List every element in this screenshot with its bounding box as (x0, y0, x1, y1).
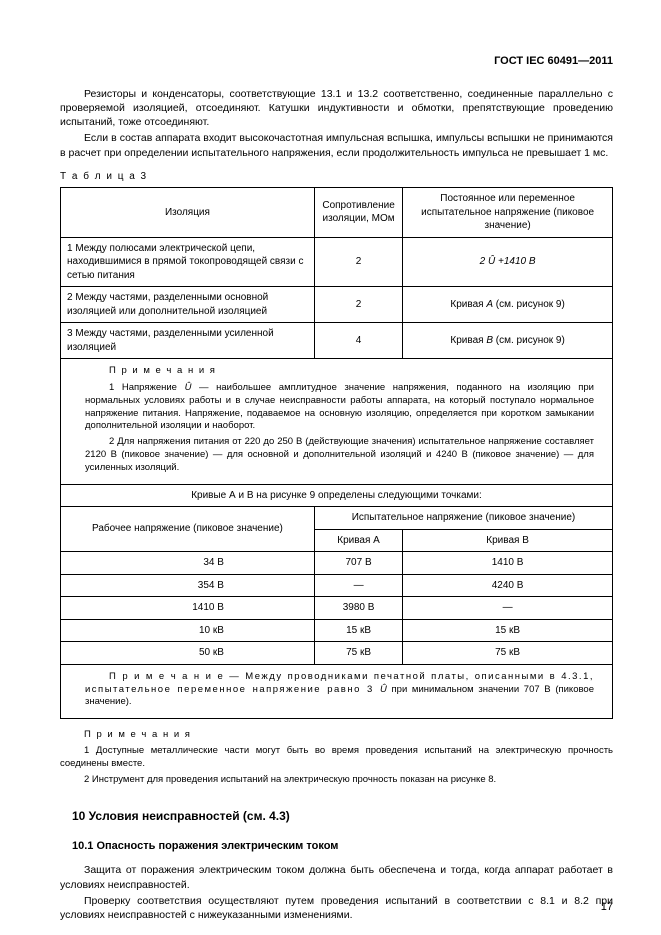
page-number: 17 (601, 900, 613, 915)
cell-curve-a: 15 кВ (314, 619, 402, 642)
table-row: 2 Между частями, разделенными основной и… (61, 287, 613, 323)
subtable-header-right: Испытательное напряжение (пиковое значен… (314, 507, 612, 530)
post-notes-heading: П р и м е ч а н и я (60, 729, 613, 742)
notes-heading: П р и м е ч а н и я (85, 365, 594, 378)
table3: Изоляция Сопротивление изоляции, МОм Пос… (60, 187, 613, 719)
table-row: 354 В — 4240 В (61, 574, 613, 597)
section-10-title: 10 Условия неисправностей (см. 4.3) (60, 808, 613, 824)
curves-caption-row: Кривые А и В на рисунке 9 определены сле… (61, 484, 613, 507)
subtable-header-a: Кривая А (314, 529, 402, 552)
subtable-header-left: Рабочее напряжение (пиковое значение) (61, 507, 315, 552)
section-10-1-title: 10.1 Опасность поражения электрическим т… (60, 839, 613, 854)
cell-curve-b: 75 кВ (403, 642, 613, 665)
table-row: 1410 В 3980 В — (61, 597, 613, 620)
page-container: ГОСТ IEC 60491—2011 Резисторы и конденса… (0, 0, 661, 935)
table3-label: Т а б л и ц а 3 (60, 170, 613, 184)
table3-header-col1: Изоляция (61, 188, 315, 238)
section-10-1-p2: Проверку соответствия осуществляют путем… (60, 894, 613, 922)
cell-curve-b: 15 кВ (403, 619, 613, 642)
intro-paragraph-1: Резисторы и конденсаторы, соответствующи… (60, 87, 613, 130)
cell-curve-a: 707 В (314, 552, 402, 575)
post-table-notes: П р и м е ч а н и я 1 Доступные металлич… (60, 729, 613, 786)
table-row: 1 Между полюсами электрической цепи, нах… (61, 237, 613, 287)
post-note-2: 2 Инструмент для проведения испытаний на… (60, 774, 613, 787)
table3-notes: П р и м е ч а н и я 1 Напряжение Û — наи… (61, 359, 613, 485)
table-row: 3 Между частями, разделенными усиленной … (61, 323, 613, 359)
subtable-header-b: Кривая В (403, 529, 613, 552)
cell-curve-a: — (314, 574, 402, 597)
subtable-header-row1: Рабочее напряжение (пиковое значение) Ис… (61, 507, 613, 530)
note-1: 1 Напряжение Û — наибольшее амплитудное … (85, 382, 594, 433)
curves-caption: Кривые А и В на рисунке 9 определены сле… (61, 484, 613, 507)
cell-working-voltage: 10 кВ (61, 619, 315, 642)
table-row: 10 кВ 15 кВ 15 кВ (61, 619, 613, 642)
table3-header-col3: Постоянное или переменное испытательное … (403, 188, 613, 238)
cell-working-voltage: 50 кВ (61, 642, 315, 665)
cell-working-voltage: 354 В (61, 574, 315, 597)
cell-curve-a: 75 кВ (314, 642, 402, 665)
cell-resistance: 4 (314, 323, 402, 359)
cell-curve-a: 3980 В (314, 597, 402, 620)
intro-paragraph-2: Если в состав аппарата входит высокочаст… (60, 131, 613, 159)
table3-footnote: П р и м е ч а н и е — Между проводниками… (61, 664, 613, 718)
table-row: 34 В 707 В 1410 В (61, 552, 613, 575)
cell-curve-b: 1410 В (403, 552, 613, 575)
cell-isolation: 2 Между частями, разделенными основной и… (61, 287, 315, 323)
cell-voltage: Кривая В (см. рисунок 9) (403, 323, 613, 359)
cell-isolation: 1 Между полюсами электрической цепи, нах… (61, 237, 315, 287)
table3-header-row: Изоляция Сопротивление изоляции, МОм Пос… (61, 188, 613, 238)
cell-curve-b: 4240 В (403, 574, 613, 597)
cell-working-voltage: 34 В (61, 552, 315, 575)
cell-curve-b: — (403, 597, 613, 620)
document-id: ГОСТ IEC 60491—2011 (60, 54, 613, 69)
cell-resistance: 2 (314, 287, 402, 323)
cell-voltage: Кривая А (см. рисунок 9) (403, 287, 613, 323)
table3-notes-row: П р и м е ч а н и я 1 Напряжение Û — наи… (61, 359, 613, 485)
section-10-1-p1: Защита от поражения электрическим током … (60, 863, 613, 891)
cell-voltage: 2 Û +1410 В (403, 237, 613, 287)
post-note-1: 1 Доступные металлические части могут бы… (60, 745, 613, 771)
cell-resistance: 2 (314, 237, 402, 287)
cell-isolation: 3 Между частями, разделенными усиленной … (61, 323, 315, 359)
table3-footnote-row: П р и м е ч а н и е — Между проводниками… (61, 664, 613, 718)
cell-working-voltage: 1410 В (61, 597, 315, 620)
note-2: 2 Для напряжения питания от 220 до 250 В… (85, 436, 594, 474)
table-row: 50 кВ 75 кВ 75 кВ (61, 642, 613, 665)
table3-header-col2: Сопротивление изоляции, МОм (314, 188, 402, 238)
